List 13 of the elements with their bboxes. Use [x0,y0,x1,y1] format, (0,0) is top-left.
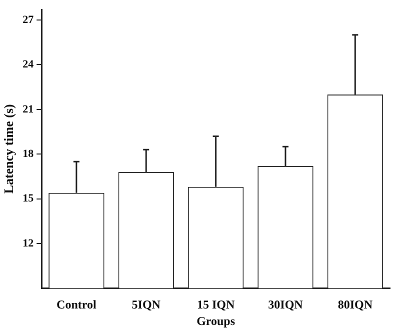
x-tick-label: 15 IQN [196,297,235,312]
x-axis-title: Groups [196,314,236,328]
y-tick-label: 12 [22,237,34,250]
x-tick-label: 30IQN [268,297,304,312]
x-tick-label: 5IQN [132,297,161,312]
x-tick-label: Control [56,297,97,312]
y-tick-label: 15 [22,192,34,205]
y-tick-label: 24 [22,58,34,71]
y-tick-label: 18 [22,148,34,160]
y-tick-label: 27 [22,14,34,26]
y-axis-title: Latency time (s) [1,104,16,194]
y-tick-label: 21 [22,103,34,116]
x-tick-label: 80IQN [338,297,373,312]
